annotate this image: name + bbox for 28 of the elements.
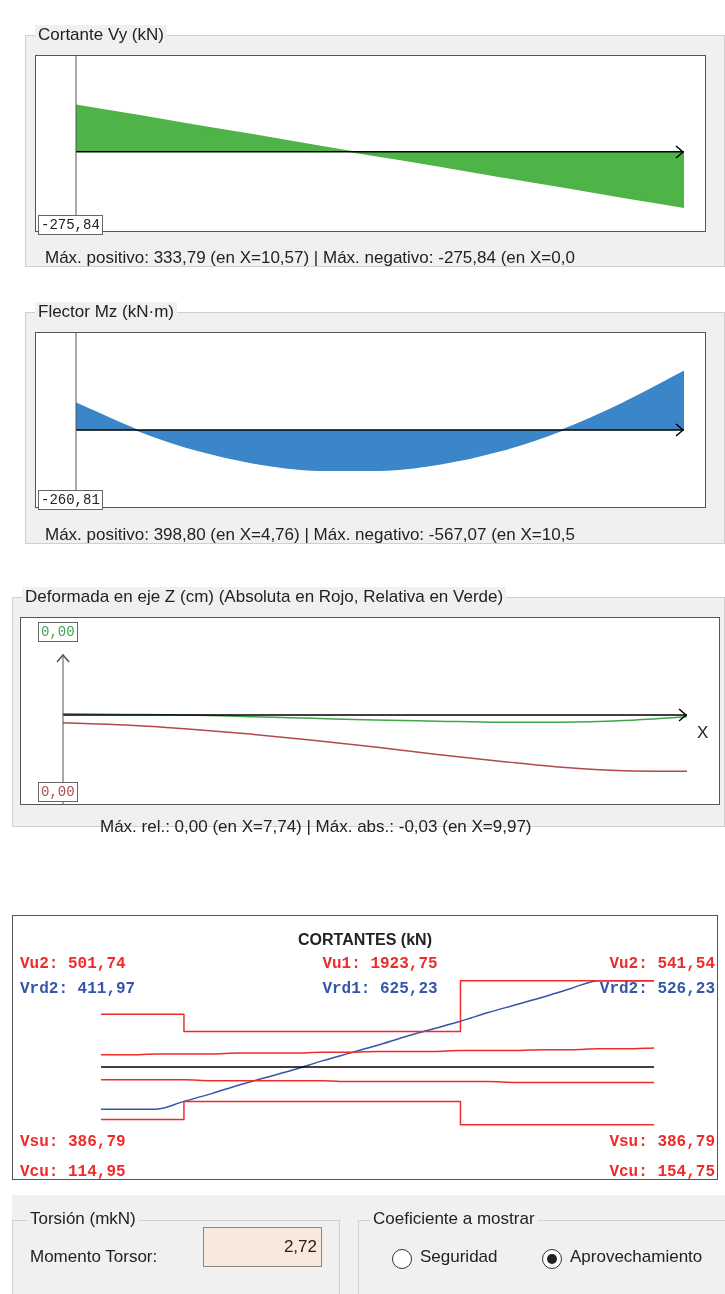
text-field: 2,72 [203, 1227, 322, 1267]
text: Momento Torsor: [30, 1247, 158, 1267]
text: 0,00 [38, 782, 78, 802]
text: -275,84 [38, 215, 103, 235]
text: Vu1: 1923,75 [321, 955, 439, 973]
text: Máx. positivo: 333,79 (en X=10,57) | Máx. negativo: -275,84 (en X=0,0 [45, 248, 575, 268]
chart-title: Deformada en eje Z (cm) (Absoluta en Rojo, Relativa en Verde) [22, 587, 507, 607]
text: Máx. positivo: 398,80 (en X=4,76) | Máx. negativo: -567,07 (en X=10,5 [45, 525, 575, 545]
text: Vsu: 386,79 [20, 1133, 126, 1151]
annotation: Vrd2: 526,23 [599, 980, 715, 998]
x-axis-title: X [697, 723, 709, 743]
chart-title: Flector Mz (kN·m) [35, 302, 177, 322]
text: Vu2: 541,54 [609, 955, 715, 973]
annotation: Vrd1: 625,23 [321, 980, 439, 998]
text: Vcu: 114,95 [20, 1163, 126, 1181]
chart-title: Cortante Vy (kN) [35, 25, 167, 45]
text: Vsu: 386,79 [609, 1133, 715, 1151]
chart-title: CORTANTES (kN) [297, 931, 433, 949]
text: Coeficiente a mostrar [370, 1209, 538, 1229]
text: -260,81 [38, 490, 103, 510]
text: Seguridad [420, 1247, 498, 1267]
text: Máx. rel.: 0,00 (en X=7,74) | Máx. abs.: -0,03 (en X=9,97) [100, 817, 532, 837]
text: 0,00 [38, 622, 78, 642]
text: Vu2: 501,74 [20, 955, 126, 973]
text: Aprovechamiento [570, 1247, 703, 1267]
annotation: Vrd2: 411,97 [20, 980, 136, 998]
text: Vcu: 154,75 [609, 1163, 715, 1181]
text: Torsión (mkN) [27, 1209, 139, 1229]
